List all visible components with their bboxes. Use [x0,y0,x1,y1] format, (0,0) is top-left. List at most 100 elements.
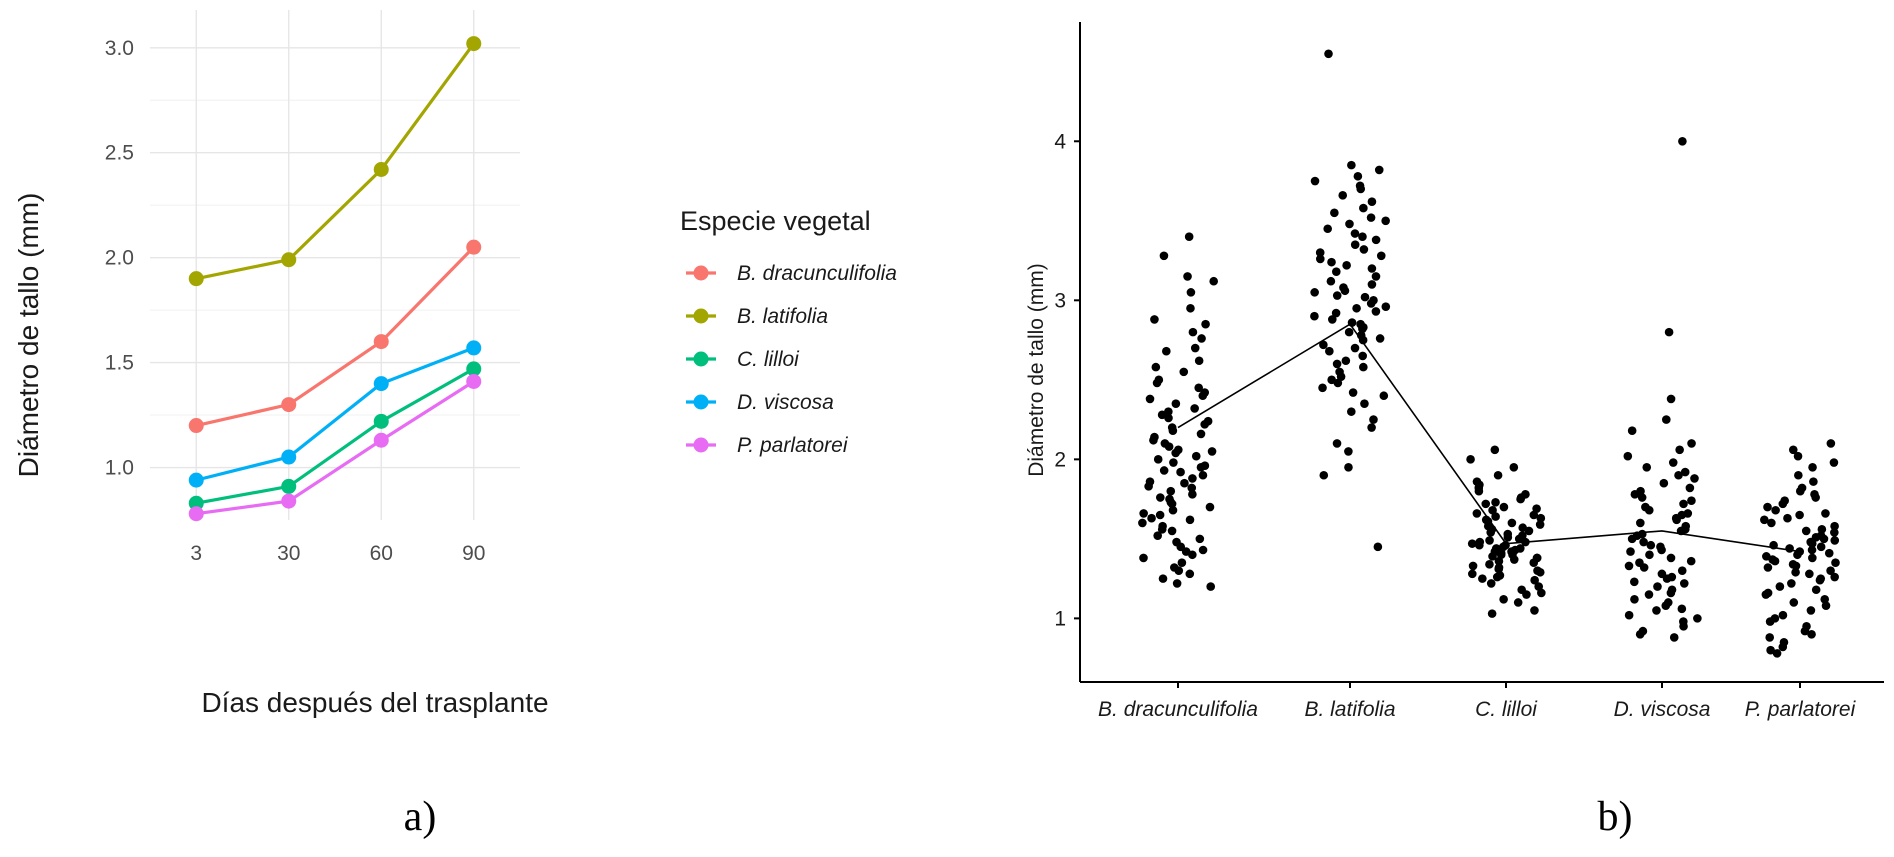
scatter-point [1468,569,1477,579]
x-tick-label: 3 [190,542,202,565]
scatter-point [1679,499,1688,509]
data-point [466,373,482,389]
scatter-point [1677,604,1687,614]
scatter-point [1367,423,1376,432]
scatter-point [1466,455,1475,464]
scatter-mean-line [1177,323,1801,553]
scatter-point [1366,299,1376,308]
scatter-x-tick-labels: B. dracunculifolia B. latifolia C. lilloi D… [1098,682,1857,721]
scatter-point [1778,499,1788,509]
scatter-point [1481,499,1491,509]
scatter-y-axis-label: Diámetro de tallo (mm) [1025,263,1048,477]
scatter-y-ticks: 1 2 3 4 [1054,130,1080,630]
scatter-point [1150,315,1159,324]
scatter-point [1630,490,1640,499]
scatter-point [1785,544,1794,553]
scatter-point [1188,474,1197,483]
scatter-point [1139,553,1148,563]
line-chart-points [188,36,482,522]
series-line [195,367,475,505]
scatter-point [1624,610,1634,620]
scatter-point [1509,555,1519,564]
scatter-point [1139,509,1148,518]
scatter-point [1635,629,1645,639]
scatter-point [1789,598,1799,607]
scatter-point [1159,251,1169,261]
scatter-point [1149,435,1158,445]
line-chart-x-axis-label: Días después del trasplante [201,687,548,718]
scatter-point [1522,590,1531,599]
line-chart-y-axis-label: Diámetro de tallo (mm) [13,193,44,478]
data-point [466,36,482,52]
scatter-point [1503,532,1513,542]
scatter-point [1367,264,1377,273]
data-point [281,252,297,268]
scatter-point [1830,528,1839,537]
series-line [195,42,476,281]
scatter-point [1816,542,1826,552]
scatter-point [1765,617,1775,626]
scatter-point [1807,539,1817,548]
scatter-point [1485,560,1494,569]
scatter-point [1153,455,1163,464]
data-point [188,418,204,434]
scatter-point [1185,515,1195,525]
legend-key-point [693,394,709,410]
data-point [373,413,389,429]
scatter-point [1338,191,1348,200]
scatter-point [1188,490,1197,499]
x-tick-label: C. lilloi [1475,698,1538,721]
scatter-point [1680,467,1690,477]
scatter-point [1179,367,1189,377]
scatter-point [1800,626,1810,636]
scatter-point [1367,197,1377,207]
scatter-points [1138,49,1840,658]
scatter-point [1626,547,1635,556]
x-tick-label: 30 [277,542,300,565]
y-tick-label: 1 [1054,607,1066,630]
scatter-point [1807,545,1817,555]
scatter-point [1155,493,1165,502]
scatter-point [1190,404,1199,413]
scatter-point [1207,447,1217,456]
scatter-point [1190,343,1200,353]
scatter-point [1788,445,1798,455]
scatter-point [1801,526,1811,536]
scatter-point [1164,413,1173,423]
scatter-point [1478,574,1487,583]
scatter-point [1652,606,1661,615]
scatter-point [1342,261,1351,270]
scatter-point [1529,510,1539,520]
scatter-point [1358,351,1367,361]
scatter-point [1686,556,1696,566]
scatter-point [1817,525,1827,534]
y-tick-label: 2.5 [105,142,134,165]
scatter-point [1644,590,1654,599]
scatter-point [1486,579,1496,588]
scatter-point [1666,588,1676,598]
scatter-point [1771,505,1780,515]
line-chart-x-tick-labels: 3 30 60 90 [190,542,485,565]
scatter-point [1808,553,1817,563]
scatter-point [1662,415,1671,424]
scatter-point [1374,165,1384,175]
scatter-point [1166,486,1176,496]
scatter-point [1687,496,1696,505]
scatter-point [1332,359,1342,369]
scatter-point [1332,439,1342,448]
scatter-point [1793,451,1803,461]
scatter-point [1359,245,1369,254]
scatter-point [1341,356,1351,366]
data-point [466,361,482,377]
scatter-point [1666,394,1676,404]
y-tick-label: 1.5 [105,352,134,375]
scatter-point [1164,442,1174,451]
scatter-point [1381,302,1391,311]
scatter-point [1371,307,1381,316]
scatter-point [1356,184,1366,194]
scatter-point [1353,171,1363,181]
scatter-point [1200,420,1209,429]
scatter-point [1535,520,1545,529]
scatter-point [1348,388,1358,397]
